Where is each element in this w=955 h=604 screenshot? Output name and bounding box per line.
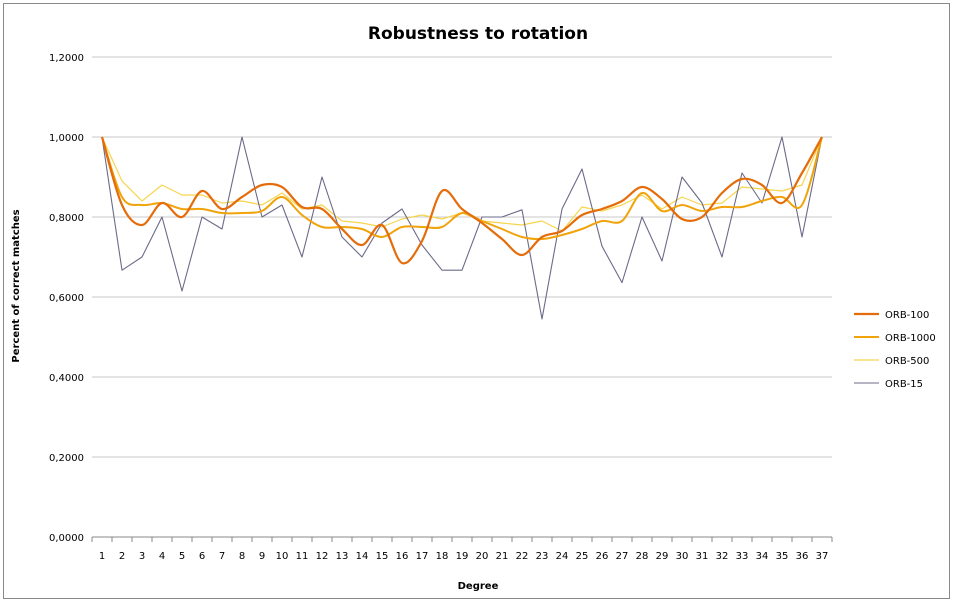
x-tick-label: 34 [756,551,769,562]
x-tick-label: 30 [676,551,689,562]
x-tick-label: 7 [219,551,225,562]
y-tick-label: 1,2000 [49,53,84,64]
x-tick-label: 13 [336,551,349,562]
chart-frame: Robustness to rotation 0,0000 0,2000 0,400… [3,3,950,599]
x-tick-label: 31 [696,551,709,562]
x-tick-label: 33 [736,551,749,562]
x-tick-label: 18 [436,551,449,562]
y-tick-label: 0,6000 [49,293,84,304]
legend-label-orb-1000: ORB-1000 [885,333,936,344]
x-tick-label: 6 [199,551,205,562]
legend: ORB-100 ORB-1000 ORB-500 ORB-15 [854,310,936,390]
x-tick-label: 9 [259,551,265,562]
y-tick-label: 0,8000 [49,213,84,224]
x-tick-label: 27 [616,551,629,562]
x-tick-label: 25 [576,551,589,562]
x-tick-label: 28 [636,551,649,562]
x-tick-label: 8 [239,551,245,562]
x-tick-label: 4 [159,551,165,562]
y-tick-label: 0,2000 [49,453,84,464]
x-tick-label: 11 [296,551,309,562]
x-tick-label: 16 [396,551,409,562]
x-tick-label: 10 [276,551,289,562]
y-tick-label: 0,0000 [49,533,84,544]
x-tick-label: 23 [536,551,549,562]
x-tick-label: 19 [456,551,469,562]
x-tick-label: 5 [179,551,185,562]
series-line-orb-15 [101,136,823,320]
chart-title: Robustness to rotation [368,24,588,44]
y-tick-label: 1,0000 [49,133,84,144]
x-tick-label: 17 [416,551,429,562]
x-tick-label: 32 [716,551,729,562]
x-tick-label: 1 [99,551,105,562]
x-tick-label: 21 [496,551,509,562]
legend-label-orb-15: ORB-15 [885,379,923,390]
x-tick-label: 35 [776,551,789,562]
x-tick-label: 12 [316,551,329,562]
x-tick-label: 2 [119,551,125,562]
x-tick-label: 15 [376,551,389,562]
y-tick-label: 0,4000 [49,373,84,384]
legend-label-orb-500: ORB-500 [885,356,929,367]
x-axis-label: Degree [458,581,499,592]
y-axis-label: Percent of correct matches [11,209,22,362]
x-tick-label: 29 [656,551,669,562]
axes [91,536,833,542]
x-tick-label: 3 [139,551,145,562]
x-tick-label: 22 [516,551,529,562]
y-tick-labels: 0,0000 0,2000 0,4000 0,6000 0,8000 1,0000 1,20… [49,53,84,544]
grid-lines [92,56,832,458]
legend-label-orb-100: ORB-100 [885,310,929,321]
x-tick-labels: 1 2 3 4 5 6 7 8 9 10 11 12 13 14 15 16 17 18 19 20 21 22 23 24 2… [99,551,829,562]
series-line-orb-1000 [101,136,823,241]
x-tick-label: 36 [796,551,809,562]
x-tick-label: 26 [596,551,609,562]
x-tick-label: 20 [476,551,489,562]
series-line-orb-100 [100,136,823,265]
x-tick-label: 14 [356,551,369,562]
chart-canvas: Robustness to rotation 0,0000 0,2000 0,400… [11,24,936,592]
x-tick-label: 37 [816,551,829,562]
series-lines [100,136,823,320]
x-tick-label: 24 [556,551,569,562]
